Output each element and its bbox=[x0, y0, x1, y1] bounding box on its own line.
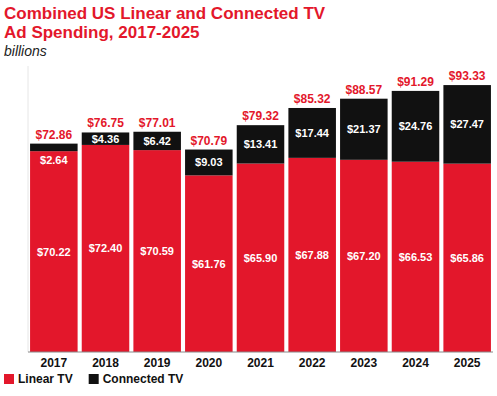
subtitle: billions bbox=[4, 43, 47, 59]
bar-segment bbox=[288, 108, 336, 158]
total-label: $85.32 bbox=[294, 92, 331, 106]
bar-segment bbox=[340, 99, 388, 160]
data-label: $65.86 bbox=[450, 252, 484, 264]
bar-segment bbox=[30, 144, 78, 152]
bar-segment bbox=[340, 160, 388, 352]
bar-segment bbox=[133, 132, 181, 150]
x-tick-label: 2018 bbox=[92, 356, 119, 370]
bar-segment bbox=[392, 91, 440, 162]
data-label: $67.88 bbox=[295, 249, 329, 261]
data-label: $2.64 bbox=[40, 154, 68, 166]
data-label: $9.03 bbox=[195, 156, 223, 168]
total-label: $93.33 bbox=[449, 69, 486, 83]
data-label: $21.37 bbox=[347, 123, 381, 135]
x-tick-label: 2020 bbox=[195, 356, 222, 370]
title-line: Ad Spending, 2017-2025 bbox=[4, 23, 200, 42]
x-tick-label: 2022 bbox=[299, 356, 326, 370]
data-label: $70.22 bbox=[37, 246, 71, 258]
bar-segment bbox=[392, 162, 440, 352]
bar-segment bbox=[237, 125, 285, 163]
x-tick-label: 2025 bbox=[454, 356, 481, 370]
data-label: $66.53 bbox=[399, 251, 433, 263]
legend-swatch bbox=[4, 374, 14, 384]
data-label: $6.42 bbox=[143, 135, 171, 147]
bar-segment bbox=[288, 158, 336, 352]
total-label: $79.32 bbox=[242, 109, 279, 123]
total-label: $70.79 bbox=[190, 134, 227, 148]
total-label: $72.86 bbox=[35, 128, 72, 142]
y-axis-line bbox=[28, 66, 29, 352]
data-label: $27.47 bbox=[450, 118, 484, 130]
bar-segment bbox=[443, 85, 491, 164]
x-tick-label: 2024 bbox=[402, 356, 429, 370]
x-tick-label: 2017 bbox=[40, 356, 67, 370]
legend-label: Linear TV bbox=[18, 372, 73, 386]
x-tick-label: 2019 bbox=[144, 356, 171, 370]
data-label: $61.76 bbox=[192, 258, 226, 270]
data-label: $65.90 bbox=[244, 252, 278, 264]
title-line: Combined US Linear and Connected TV bbox=[4, 4, 326, 23]
data-label: $24.76 bbox=[399, 120, 433, 132]
bar-segment bbox=[185, 150, 233, 176]
total-label: $77.01 bbox=[139, 116, 176, 130]
x-tick-label: 2023 bbox=[350, 356, 377, 370]
legend-swatch bbox=[89, 374, 99, 384]
data-label: $4.36 bbox=[92, 133, 120, 145]
bars bbox=[30, 85, 491, 352]
title: Combined US Linear and Connected TVAd Sp… bbox=[4, 4, 326, 42]
bar-segment bbox=[82, 145, 130, 352]
data-label: $13.41 bbox=[244, 138, 278, 150]
bar-segment bbox=[82, 132, 130, 144]
data-label: $67.20 bbox=[347, 250, 381, 262]
total-label: $76.75 bbox=[87, 116, 124, 130]
legend-label: Connected TV bbox=[103, 372, 184, 386]
x-axis-line bbox=[28, 352, 493, 353]
total-label: $91.29 bbox=[397, 75, 434, 89]
data-label: $70.59 bbox=[140, 245, 174, 257]
bar-segment bbox=[185, 175, 233, 352]
total-label: $88.57 bbox=[345, 83, 382, 97]
bar-segment bbox=[30, 151, 78, 352]
data-label: $17.44 bbox=[295, 127, 330, 139]
data-label: $72.40 bbox=[89, 242, 123, 254]
bar-segment bbox=[133, 150, 181, 352]
x-tick-label: 2021 bbox=[247, 356, 274, 370]
labels: $70.22 $2.64 $72.86 $72.40 $4.36 $76.75 $70.59… bbox=[35, 69, 485, 270]
bar-segment bbox=[443, 164, 491, 352]
bar-segment bbox=[237, 164, 285, 352]
chart: Combined US Linear and Connected TVAd Sp… bbox=[0, 0, 497, 396]
